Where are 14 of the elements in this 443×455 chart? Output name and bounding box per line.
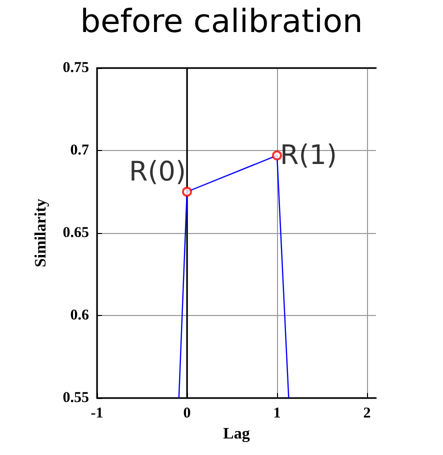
x-tick-label: 1 bbox=[273, 406, 281, 422]
y-tick-label: 0.75 bbox=[62, 60, 89, 76]
y-tick-label: 0.6 bbox=[70, 308, 90, 324]
x-axis-title: Lag bbox=[223, 425, 250, 442]
x-tick-label: 2 bbox=[363, 406, 371, 422]
x-tick-label: 0 bbox=[183, 406, 191, 422]
y-axis-title: Similarity bbox=[32, 198, 50, 268]
y-tick-label: 0.55 bbox=[62, 390, 89, 406]
y-tick-label: 0.65 bbox=[62, 225, 89, 241]
annotation: R(1) bbox=[280, 140, 338, 171]
annotation: R(0) bbox=[128, 156, 186, 188]
x-tick-label: -1 bbox=[90, 406, 104, 422]
chart-title: before calibration bbox=[80, 2, 363, 40]
y-tick-label: 0.7 bbox=[70, 142, 90, 158]
